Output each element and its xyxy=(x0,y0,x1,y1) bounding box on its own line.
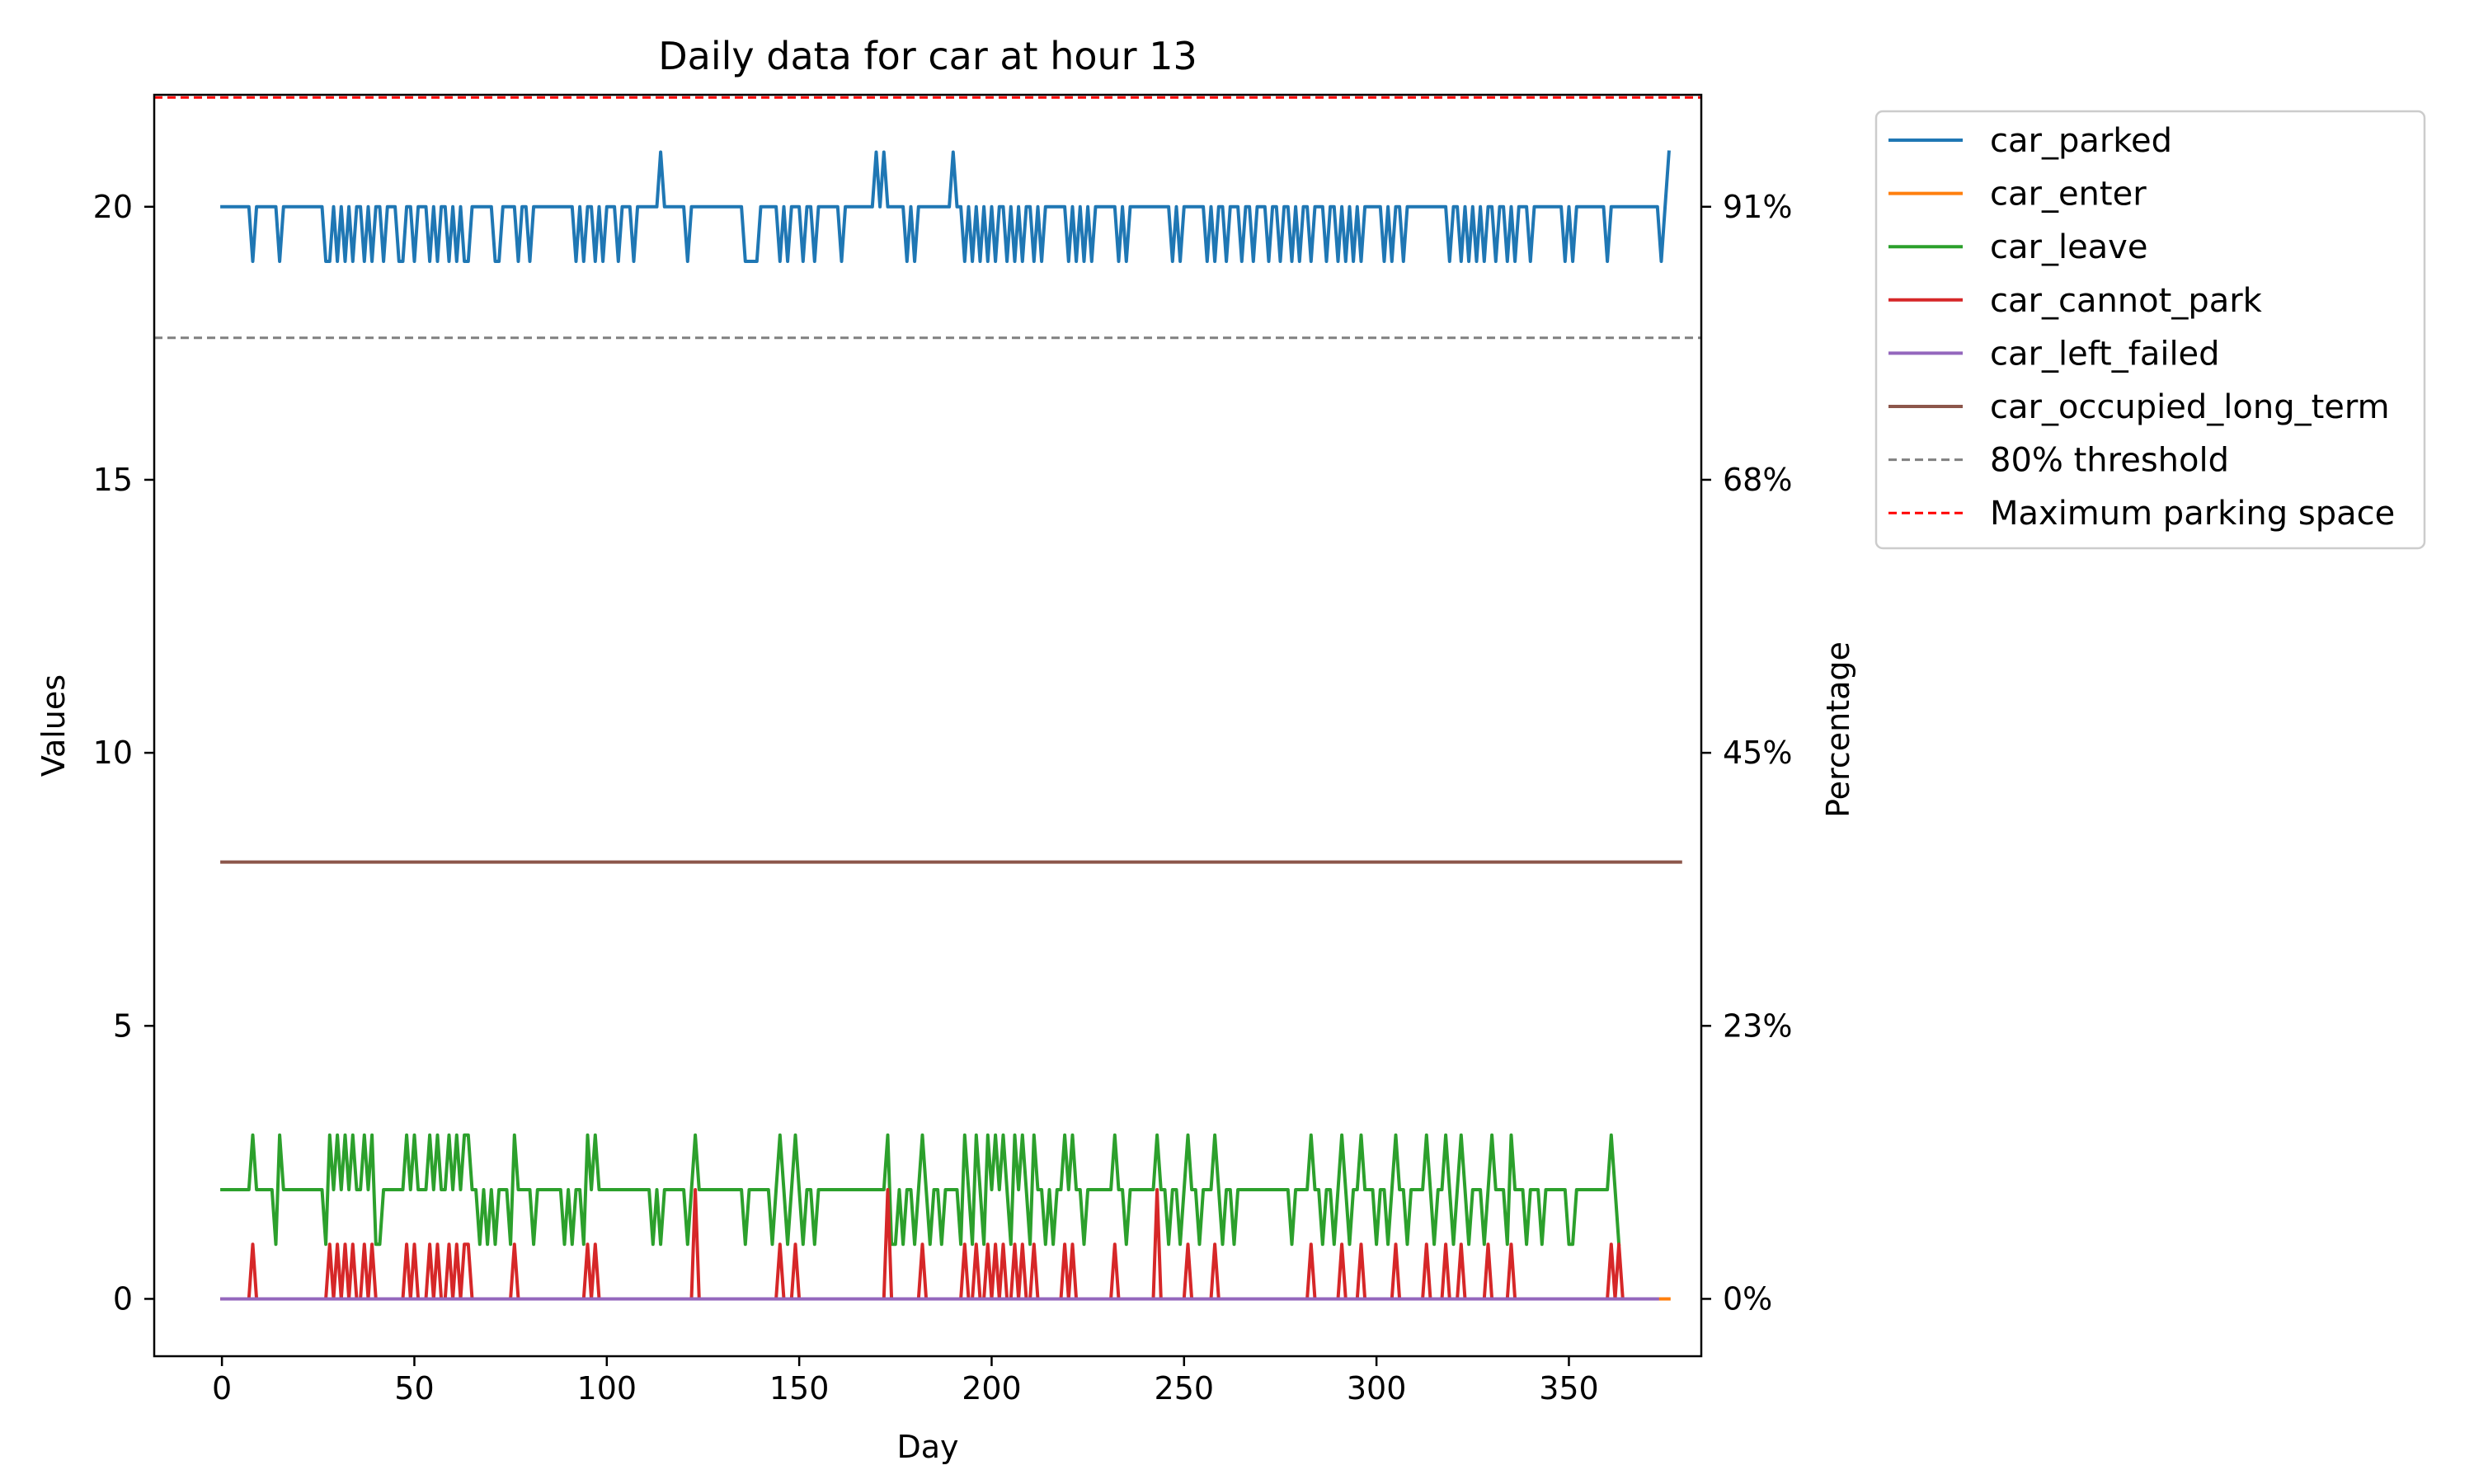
x-tick-label: 50 xyxy=(394,1370,434,1407)
y-axis-label: Values xyxy=(35,674,72,777)
y-tick-label: 15 xyxy=(93,462,133,498)
series-layer xyxy=(220,150,1682,1301)
plot-frame xyxy=(153,93,1703,1358)
y2-tick-label: 91% xyxy=(1723,189,1792,225)
legend-label: car_leave xyxy=(1990,228,2147,266)
legend: car_parked car_enter car_leave car_cannot_p… xyxy=(1874,110,2426,550)
y-tick-label: 5 xyxy=(113,1007,133,1044)
y-axis: 0 5 10 15 20 xyxy=(93,189,154,1317)
y2-tick-label: 23% xyxy=(1723,1007,1792,1044)
y-tick-label: 0 xyxy=(113,1280,133,1317)
series-line-car-parked xyxy=(220,150,1671,263)
secondary-y-axis: 0% 23% 45% 68% 91% xyxy=(1701,189,1792,1317)
x-tick-label: 100 xyxy=(577,1370,637,1407)
x-axis-label: Day xyxy=(896,1429,958,1465)
y2-tick-label: 68% xyxy=(1723,462,1792,498)
x-tick-label: 150 xyxy=(769,1370,830,1407)
x-axis: 0 50 100 150 200 250 300 350 xyxy=(212,1356,1599,1407)
series-line-car-cannot-park xyxy=(220,1188,1629,1301)
legend-label: 80% threshold xyxy=(1990,442,2229,480)
y2-tick-label: 45% xyxy=(1723,735,1792,771)
x-tick-label: 250 xyxy=(1155,1370,1215,1407)
y-tick-label: 20 xyxy=(93,189,133,225)
x-tick-label: 200 xyxy=(962,1370,1022,1407)
legend-label: car_occupied_long_term xyxy=(1990,388,2390,426)
legend-label: car_enter xyxy=(1990,176,2147,214)
legend-label: car_parked xyxy=(1990,122,2172,160)
legend-label: car_left_failed xyxy=(1990,335,2220,373)
y-tick-label: 10 xyxy=(93,735,133,771)
y2-tick-label: 0% xyxy=(1723,1280,1772,1317)
x-tick-label: 350 xyxy=(1539,1370,1599,1407)
legend-label: car_cannot_park xyxy=(1990,282,2263,320)
plot-area xyxy=(154,95,1701,1356)
legend-frame xyxy=(1874,110,2426,550)
legend-label: Maximum parking space xyxy=(1990,495,2395,533)
x-tick-label: 300 xyxy=(1347,1370,1407,1407)
secondary-y-axis-label: Percentage xyxy=(1820,641,1856,818)
reference-lines xyxy=(154,96,1701,340)
x-tick-label: 0 xyxy=(212,1370,232,1407)
series-line-car-leave xyxy=(220,1133,1621,1247)
chart-title: Daily data for car at hour 13 xyxy=(658,34,1197,78)
